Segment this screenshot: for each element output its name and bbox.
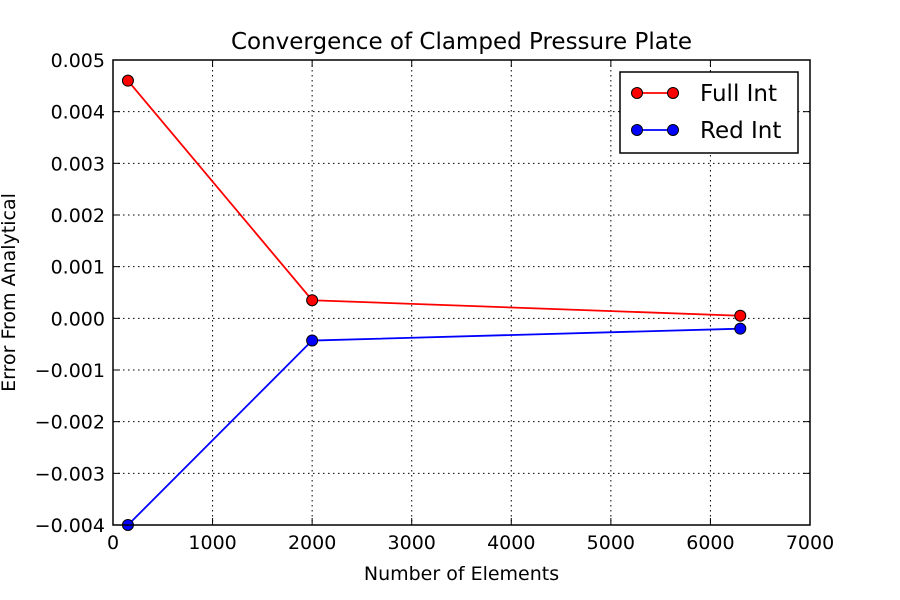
y-tick-label: −0.003 xyxy=(35,463,105,485)
legend: Full Int Red Int xyxy=(619,71,799,154)
data-point-red-int xyxy=(734,322,747,335)
y-tick-label: −0.001 xyxy=(35,360,105,382)
legend-label-red-int: Red Int xyxy=(700,118,781,144)
plot-frame xyxy=(112,59,811,526)
y-tick-label: 0.001 xyxy=(51,257,105,279)
data-point-full-int xyxy=(121,74,134,87)
y-tick-label: 0.004 xyxy=(51,102,105,124)
x-tick-label: 4000 xyxy=(487,532,535,554)
grid-lines xyxy=(113,60,810,525)
legend-marker-full-int xyxy=(667,87,679,99)
x-tick-labels: 0 1000 2000 3000 4000 5000 6000 7000 xyxy=(107,532,834,554)
y-tick-label: 0.000 xyxy=(51,308,105,330)
y-tick-label: 0.005 xyxy=(51,50,105,72)
y-axis-label: Error From Analytical xyxy=(0,193,20,392)
x-tick-label: 6000 xyxy=(686,532,734,554)
legend-marker-full-int xyxy=(631,87,643,99)
x-tick-label: 7000 xyxy=(786,532,834,554)
legend-label-full-int: Full Int xyxy=(700,81,777,107)
x-tick-label: 2000 xyxy=(288,532,336,554)
y-tick-label: −0.004 xyxy=(35,515,105,537)
ticks xyxy=(112,59,811,526)
x-tick-label: 5000 xyxy=(587,532,635,554)
legend-marker-red-int xyxy=(631,124,643,136)
x-tick-label: 0 xyxy=(107,532,119,554)
y-tick-label: 0.002 xyxy=(51,205,105,227)
legend-box xyxy=(619,71,799,154)
chart-title: Convergence of Clamped Pressure Plate xyxy=(231,29,692,55)
y-tick-label: −0.002 xyxy=(35,412,105,434)
y-tick-label: 0.003 xyxy=(51,153,105,175)
data-point-full-int xyxy=(306,294,319,307)
x-tick-label: 3000 xyxy=(388,532,436,554)
y-tick-labels: −0.004 −0.003 −0.002 −0.001 0.000 0.001 0.002 0… xyxy=(35,50,105,537)
series-layer xyxy=(121,74,747,531)
x-tick-label: 1000 xyxy=(188,532,236,554)
data-point-red-int xyxy=(306,334,319,347)
data-point-full-int xyxy=(734,309,747,322)
x-axis-label: Number of Elements xyxy=(364,563,559,585)
legend-marker-red-int xyxy=(667,124,679,136)
